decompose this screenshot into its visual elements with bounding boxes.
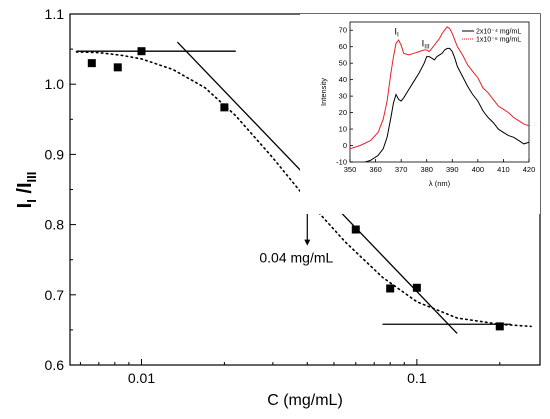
inset-y-tick-label: 10 [339, 125, 347, 134]
y-label-main: I [14, 203, 36, 209]
data-point [87, 59, 96, 68]
inset-y-tick-label: -10 [336, 158, 347, 167]
inset-y-tick-label: 40 [339, 75, 347, 84]
y-tick-label: 1.1 [45, 6, 65, 22]
inset-series-line [350, 26, 529, 150]
inset-x-tick-label: 350 [344, 165, 357, 174]
data-point [412, 283, 421, 292]
annotation-arrow-head [304, 239, 311, 246]
y-label-sub1: I [24, 199, 39, 203]
data-point [113, 63, 122, 72]
data-point [137, 47, 146, 56]
fit-curve [75, 51, 532, 328]
inset-peak-label: II [394, 26, 399, 38]
data-point [351, 225, 360, 234]
inset-x-tick-label: 420 [523, 165, 536, 174]
x-tick-label: 0.1 [407, 370, 427, 386]
inset-x-axis-label: λ (nm) [429, 179, 451, 188]
data-point [220, 103, 229, 112]
inset-y-tick-label: 30 [339, 92, 347, 101]
inset-y-tick-label: 20 [339, 108, 347, 117]
inset-x-tick-label: 400 [472, 165, 485, 174]
y-tick-label: 0.8 [45, 217, 65, 233]
inset-y-tick-label: 70 [339, 26, 347, 35]
inset-legend-label: 2x10⁻⁴ mg/mL [476, 28, 521, 35]
svg-text:II /IIII: II /IIII [14, 172, 39, 209]
inset-y-tick-label: 60 [339, 42, 347, 51]
y-label-mid: /I [14, 182, 36, 199]
inset-x-tick-label: 370 [395, 165, 408, 174]
inset-chart: -10 0 10 20 30 40 50 60 70 350 360 370 380 390 400 410 4… [300, 14, 540, 214]
inset-x-tick-label: 360 [369, 165, 382, 174]
inset-series-line [363, 47, 529, 162]
inset-y-tick-label: 50 [339, 59, 347, 68]
data-point [386, 284, 395, 293]
y-tick-label: 1.0 [45, 76, 65, 92]
inset-peak-label: IIII [422, 39, 430, 51]
inset-x-tick-label: 380 [420, 165, 433, 174]
inset-x-tick-label: 410 [497, 165, 510, 174]
y-axis-label: II /IIII [14, 172, 39, 209]
x-tick-label: 0.01 [128, 370, 155, 386]
inset-y-axis-label: Intensity [319, 78, 328, 106]
inset-y-tick-label: 0 [343, 141, 347, 150]
annotation-label: 0.04 mg/mL [259, 250, 333, 266]
x-axis-label: C (mg/mL) [267, 392, 343, 409]
inset-x-tick-label: 390 [446, 165, 459, 174]
inset-legend-label: 1x10⁻⁶ mg/mL [476, 36, 521, 43]
y-label-sub2: III [24, 172, 39, 183]
data-point [495, 322, 504, 331]
y-tick-label: 0.7 [45, 287, 65, 303]
y-tick-label: 0.6 [45, 357, 65, 373]
inset-plot-frame [349, 21, 530, 163]
y-tick-label: 0.9 [45, 146, 65, 162]
inset-background [300, 14, 540, 214]
